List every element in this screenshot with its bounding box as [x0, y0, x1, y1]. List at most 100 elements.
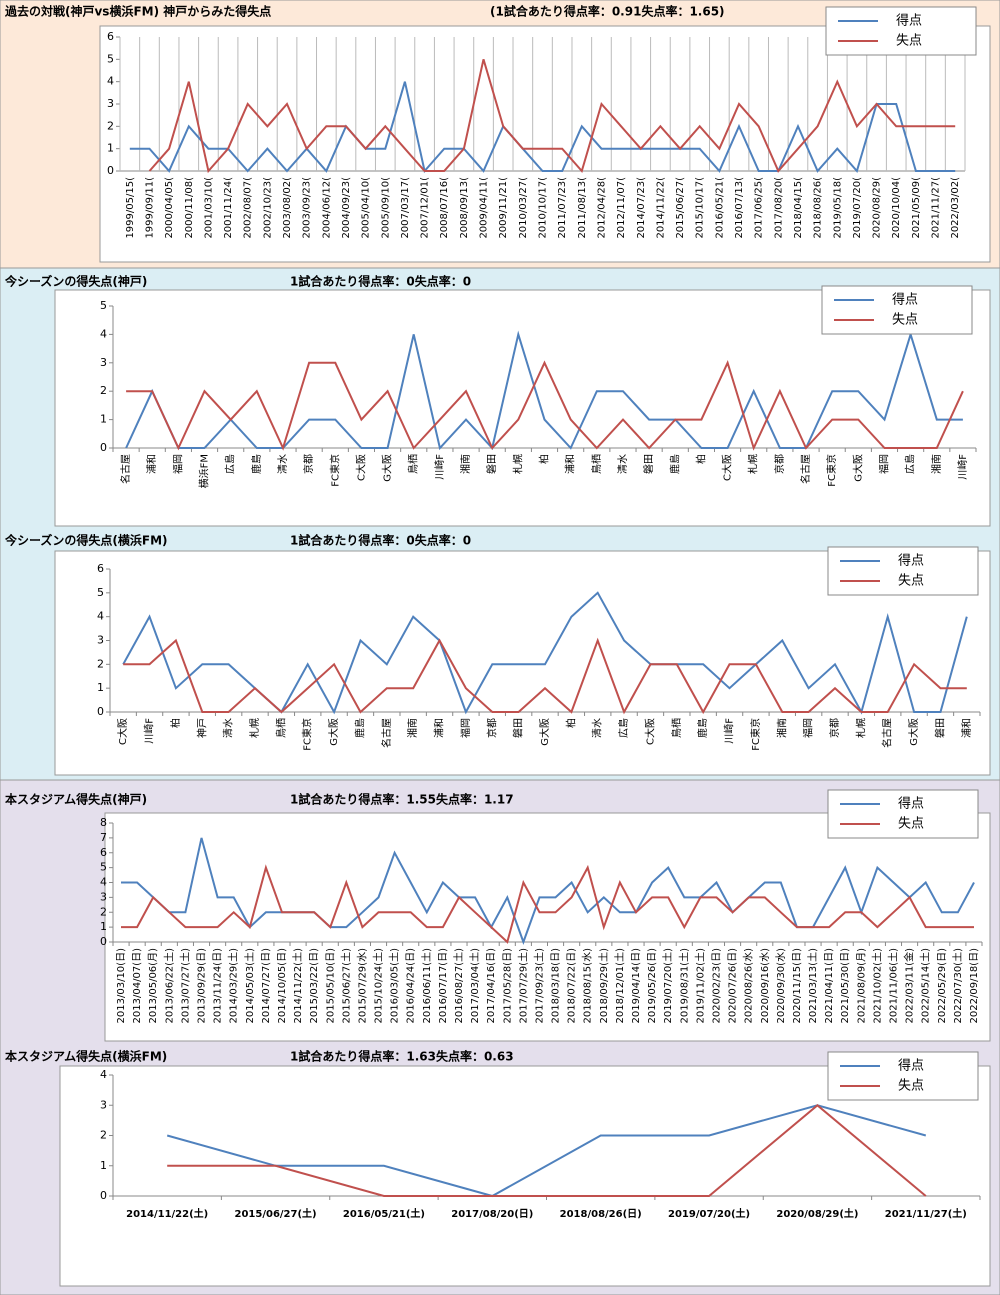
x-tick-label: 2017/07/29(土): [516, 948, 529, 1024]
y-tick-label: 5: [97, 586, 104, 599]
x-tick-label: 2018/07/22(日): [567, 948, 578, 1024]
y-tick-label: 4: [100, 1068, 107, 1081]
series-line: [148, 59, 956, 174]
x-tick-label: 2002/08/07(: [243, 177, 254, 239]
chart-title: 今シーズンの得失点(神戸): [4, 274, 147, 289]
x-tick-label: 清水: [591, 718, 604, 738]
x-tick-label: 清水: [616, 454, 629, 474]
x-tick-label: 1999/09/11(: [144, 177, 155, 239]
legend-box: [827, 546, 979, 596]
x-tick-label: 2021/11/27(: [931, 177, 942, 239]
legend-label: 失点: [896, 34, 922, 49]
x-tick-label: 湘南: [775, 718, 788, 738]
x-tick-label: 2014/11/22(土): [126, 1207, 208, 1220]
y-tick-label: 5: [100, 299, 107, 312]
x-tick-label: 2013/06/22(土): [162, 948, 175, 1024]
x-tick-label: 磐田: [485, 454, 498, 474]
plot-box: [99, 25, 991, 263]
y-tick-label: 3: [100, 890, 107, 903]
x-tick-label: 札幌: [747, 454, 760, 474]
x-tick-label: 2021/11/27(土): [885, 1207, 967, 1220]
x-tick-label: 2007/03/17(: [400, 177, 411, 239]
x-tick-label: 2017/04/16(日): [486, 948, 497, 1024]
x-tick-label: 2019/04/14(日): [631, 948, 642, 1024]
x-tick-label: 浦和: [960, 718, 973, 738]
legend-label: 得点: [896, 13, 922, 29]
chart-subtitle: 1試合あたり得点率：1.55失点率：1.17: [290, 792, 514, 807]
x-tick-label: 2008/07/16(: [439, 177, 450, 239]
x-tick-label: 京都: [302, 454, 315, 474]
x-tick-label: 柏: [694, 454, 707, 464]
x-tick-label: 2005/04/10(: [361, 177, 372, 239]
x-tick-label: 川崎F: [433, 454, 446, 480]
chart-subtitle: 1試合あたり得点率：0失点率：0: [290, 533, 471, 548]
x-tick-label: 浦和: [433, 718, 446, 738]
x-tick-label: 2015/06/27(土): [235, 1207, 317, 1220]
x-tick-label: FC東京: [328, 454, 341, 487]
chart-title: 本スタジアム得失点(神戸): [5, 792, 147, 807]
y-tick-label: 3: [97, 634, 104, 647]
x-tick-label: 鳥栖: [274, 718, 287, 738]
x-tick-label: FC東京: [301, 718, 314, 751]
x-tick-label: 柏: [538, 454, 551, 464]
x-tick-label: 2015/07/29(水): [356, 948, 368, 1024]
x-tick-label: 2022/07/30(土): [951, 948, 964, 1024]
x-tick-label: 磐田: [933, 718, 946, 738]
x-tick-label: 2000/04/05(: [164, 177, 175, 239]
series-line: [166, 1104, 927, 1198]
series-line: [129, 81, 956, 174]
y-tick-label: 3: [100, 1098, 107, 1111]
x-tick-label: 2018/08/26(: [813, 177, 824, 239]
legend-label: 失点: [898, 574, 924, 589]
legend-label: 失点: [898, 817, 924, 832]
legend-label: 得点: [892, 292, 918, 308]
y-tick-label: 7: [100, 831, 107, 844]
x-tick-label: G大阪: [327, 718, 340, 746]
x-tick-label: 磐田: [512, 718, 525, 738]
x-tick-label: 2012/11/07(: [616, 177, 627, 239]
x-tick-label: 川崎F: [143, 718, 156, 744]
y-tick-label: 0: [107, 164, 114, 177]
x-tick-label: 2018/08/26(日): [560, 1208, 642, 1220]
y-tick-label: 2: [107, 119, 114, 132]
x-tick-label: G大阪: [381, 454, 394, 482]
x-tick-label: 2020/02/23(日): [711, 948, 722, 1024]
legend-box: [825, 6, 977, 56]
x-tick-label: 名古屋: [799, 454, 812, 484]
x-tick-label: 2014/10/05(日): [277, 948, 288, 1024]
x-tick-label: 2016/05/21(: [714, 177, 725, 239]
x-tick-label: 2017/06/25(: [754, 177, 765, 239]
x-tick-label: 2020/08/29(: [872, 177, 883, 239]
x-tick-label: 2018/03/18(日): [551, 948, 562, 1024]
x-tick-label: 2016/03/05(土): [388, 948, 401, 1024]
x-tick-label: 湘南: [930, 454, 943, 474]
x-tick-label: 2019/07/20(土): [661, 948, 674, 1024]
legend-label: 得点: [898, 796, 924, 812]
x-tick-label: 浦和: [564, 454, 577, 474]
y-tick-label: 5: [107, 52, 114, 65]
x-tick-label: 1999/05/15(: [125, 177, 136, 239]
x-tick-label: 2018/04/15(: [793, 177, 804, 239]
y-tick-label: 4: [100, 876, 107, 889]
y-tick-label: 4: [97, 610, 104, 623]
x-tick-label: 2021/04/11(日): [824, 948, 835, 1024]
x-tick-label: 2015/05/10(日): [325, 948, 336, 1024]
x-tick-label: 2015/06/27(: [675, 177, 686, 239]
x-tick-label: 2021/10/02(土): [870, 948, 883, 1024]
x-tick-label: G大阪: [907, 718, 920, 746]
x-tick-label: 2017/05/28(日): [502, 948, 513, 1024]
x-tick-label: 2017/03/04(土): [468, 948, 481, 1024]
x-tick-label: 2016/07/13(: [734, 177, 745, 239]
x-tick-label: 札幌: [511, 454, 524, 474]
x-tick-label: 鳥栖: [407, 454, 420, 474]
chart-subtitle: (1試合あたり得点率：0.91失点率：1.65): [490, 4, 725, 19]
y-tick-label: 1: [97, 681, 104, 694]
x-tick-label: 2001/11/24(: [223, 177, 234, 239]
x-tick-label: 福岡: [877, 454, 890, 474]
x-tick-label: 広島: [224, 454, 237, 474]
x-tick-label: 川崎F: [723, 718, 736, 744]
x-tick-label: 2016/05/21(土): [343, 1207, 425, 1220]
x-tick-label: 磐田: [642, 454, 655, 474]
x-tick-label: 2014/11/22(: [655, 177, 666, 239]
x-tick-label: 2016/04/24(日): [406, 948, 417, 1024]
